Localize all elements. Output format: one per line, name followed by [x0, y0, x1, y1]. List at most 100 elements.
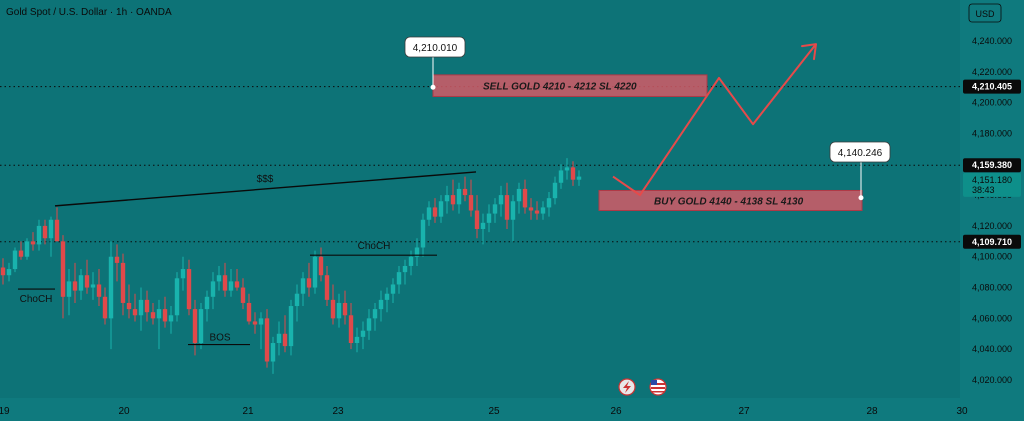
- bull-candle: [396, 272, 402, 285]
- arrow-head: [801, 43, 817, 61]
- bull-candle: [402, 265, 408, 273]
- bear-candle: [462, 188, 468, 196]
- bear-candle: [72, 281, 78, 291]
- bull-candle: [270, 343, 276, 362]
- bear-candle: [30, 241, 36, 245]
- callout-box: [404, 36, 466, 58]
- bull-candle: [492, 204, 498, 214]
- bull-candle: [408, 256, 414, 266]
- bull-candle: [486, 213, 492, 223]
- bear-candle: [150, 312, 156, 319]
- bull-candle: [138, 299, 144, 316]
- bear-candle: [114, 256, 120, 263]
- y-tick-label: 4,020.000: [972, 375, 1012, 385]
- price-badge-label: 4,210.405: [972, 82, 1012, 92]
- bull-candle: [90, 284, 96, 288]
- bear-candle: [534, 210, 540, 214]
- x-tick-label: 20: [118, 406, 130, 417]
- bull-candle: [180, 269, 186, 279]
- bear-candle: [120, 262, 126, 303]
- y-tick-label: 4,220.000: [972, 67, 1012, 77]
- bear-candle: [246, 302, 252, 322]
- callout-anchor-dot: [858, 195, 864, 201]
- us-flag-icon[interactable]: [649, 378, 667, 396]
- bull-candle: [414, 247, 420, 257]
- bull-candle: [276, 333, 282, 344]
- bear-candle: [468, 195, 474, 211]
- choch-left-label: ChoCH: [20, 294, 53, 305]
- bull-candle: [228, 281, 234, 291]
- countdown-label: 38:43: [972, 185, 995, 195]
- bull-candle: [420, 219, 426, 248]
- x-tick-label: 28: [866, 406, 878, 417]
- x-tick-label: 23: [332, 406, 344, 417]
- liquidity-trendline: [54, 171, 477, 207]
- bear-candle: [84, 275, 90, 288]
- callout-label: 4,140.246: [838, 148, 883, 159]
- bull-candle: [546, 198, 552, 208]
- bear-candle: [186, 269, 192, 310]
- bull-candle: [6, 269, 12, 276]
- liquidity-label: $$$: [257, 174, 274, 185]
- bull-candle: [498, 195, 504, 205]
- drawings: $$$ ChoCH BOS ChoCH 4,210.010 4,140.246: [18, 36, 891, 346]
- bull-candle: [576, 176, 582, 180]
- price-badge: [963, 158, 1021, 173]
- lightning-icon[interactable]: [618, 378, 636, 396]
- bear-candle: [144, 299, 150, 313]
- bull-candle: [456, 188, 462, 205]
- bear-candle: [18, 250, 24, 257]
- bull-candle: [366, 318, 372, 331]
- y-tick-label: 4,100.000: [972, 252, 1012, 262]
- price-badges: 4,210.405 4,159.380 4,109.710 4,151.18038:4…: [963, 79, 1021, 249]
- y-tick-label: 4,080.000: [972, 283, 1012, 293]
- bear-candle: [42, 225, 48, 239]
- price-axis-panel: [960, 0, 1024, 421]
- bull-candle: [294, 293, 300, 307]
- y-tick-label: 4,040.000: [972, 344, 1012, 354]
- x-tick-label: 27: [738, 406, 750, 417]
- bear-candle: [474, 210, 480, 229]
- currency-button[interactable]: USD: [968, 3, 1002, 23]
- price-badge-label: 4,109.710: [972, 237, 1012, 247]
- time-axis: 19 20 21 23 25 26 27 28 30: [0, 406, 968, 417]
- current-price-badge: [963, 172, 1021, 197]
- time-axis-panel: [0, 398, 1024, 421]
- candles: [0, 158, 582, 374]
- bear-candle: [192, 309, 198, 344]
- bull-candle: [156, 309, 162, 319]
- bull-candle: [168, 315, 174, 322]
- bull-candle: [204, 296, 210, 310]
- y-tick-label: 4,200.000: [972, 98, 1012, 108]
- bear-candle: [342, 302, 348, 316]
- current-price-label: 4,151.180: [972, 175, 1012, 185]
- bear-candle: [318, 256, 324, 276]
- callout-label: 4,210.010: [413, 43, 458, 54]
- currency-label: USD: [975, 9, 995, 19]
- bear-candle: [252, 321, 258, 325]
- bear-candle: [450, 195, 456, 205]
- bull-candle: [216, 275, 222, 282]
- bull-candle: [336, 302, 342, 319]
- x-tick-label: 21: [242, 406, 254, 417]
- bull-candle: [426, 207, 432, 220]
- x-tick-label: 26: [610, 406, 622, 417]
- bull-candle: [288, 306, 294, 347]
- x-tick-label: 19: [0, 406, 10, 417]
- zone-label: SELL GOLD 4210 - 4212 SL 4220: [483, 82, 637, 93]
- zone-label: BUY GOLD 4140 - 4138 SL 4130: [654, 196, 804, 207]
- bull-candle: [354, 336, 360, 344]
- bear-candle: [504, 195, 510, 220]
- price-badge-label: 4,159.380: [972, 160, 1012, 170]
- bull-candle: [210, 281, 216, 297]
- bull-candle: [552, 182, 558, 199]
- bull-candle: [312, 256, 318, 288]
- bull-candle: [78, 275, 84, 291]
- bull-candle: [480, 222, 486, 229]
- bear-candle: [330, 299, 336, 319]
- bear-candle: [60, 241, 66, 297]
- x-tick-label: 30: [956, 406, 968, 417]
- bos-label: BOS: [209, 333, 230, 344]
